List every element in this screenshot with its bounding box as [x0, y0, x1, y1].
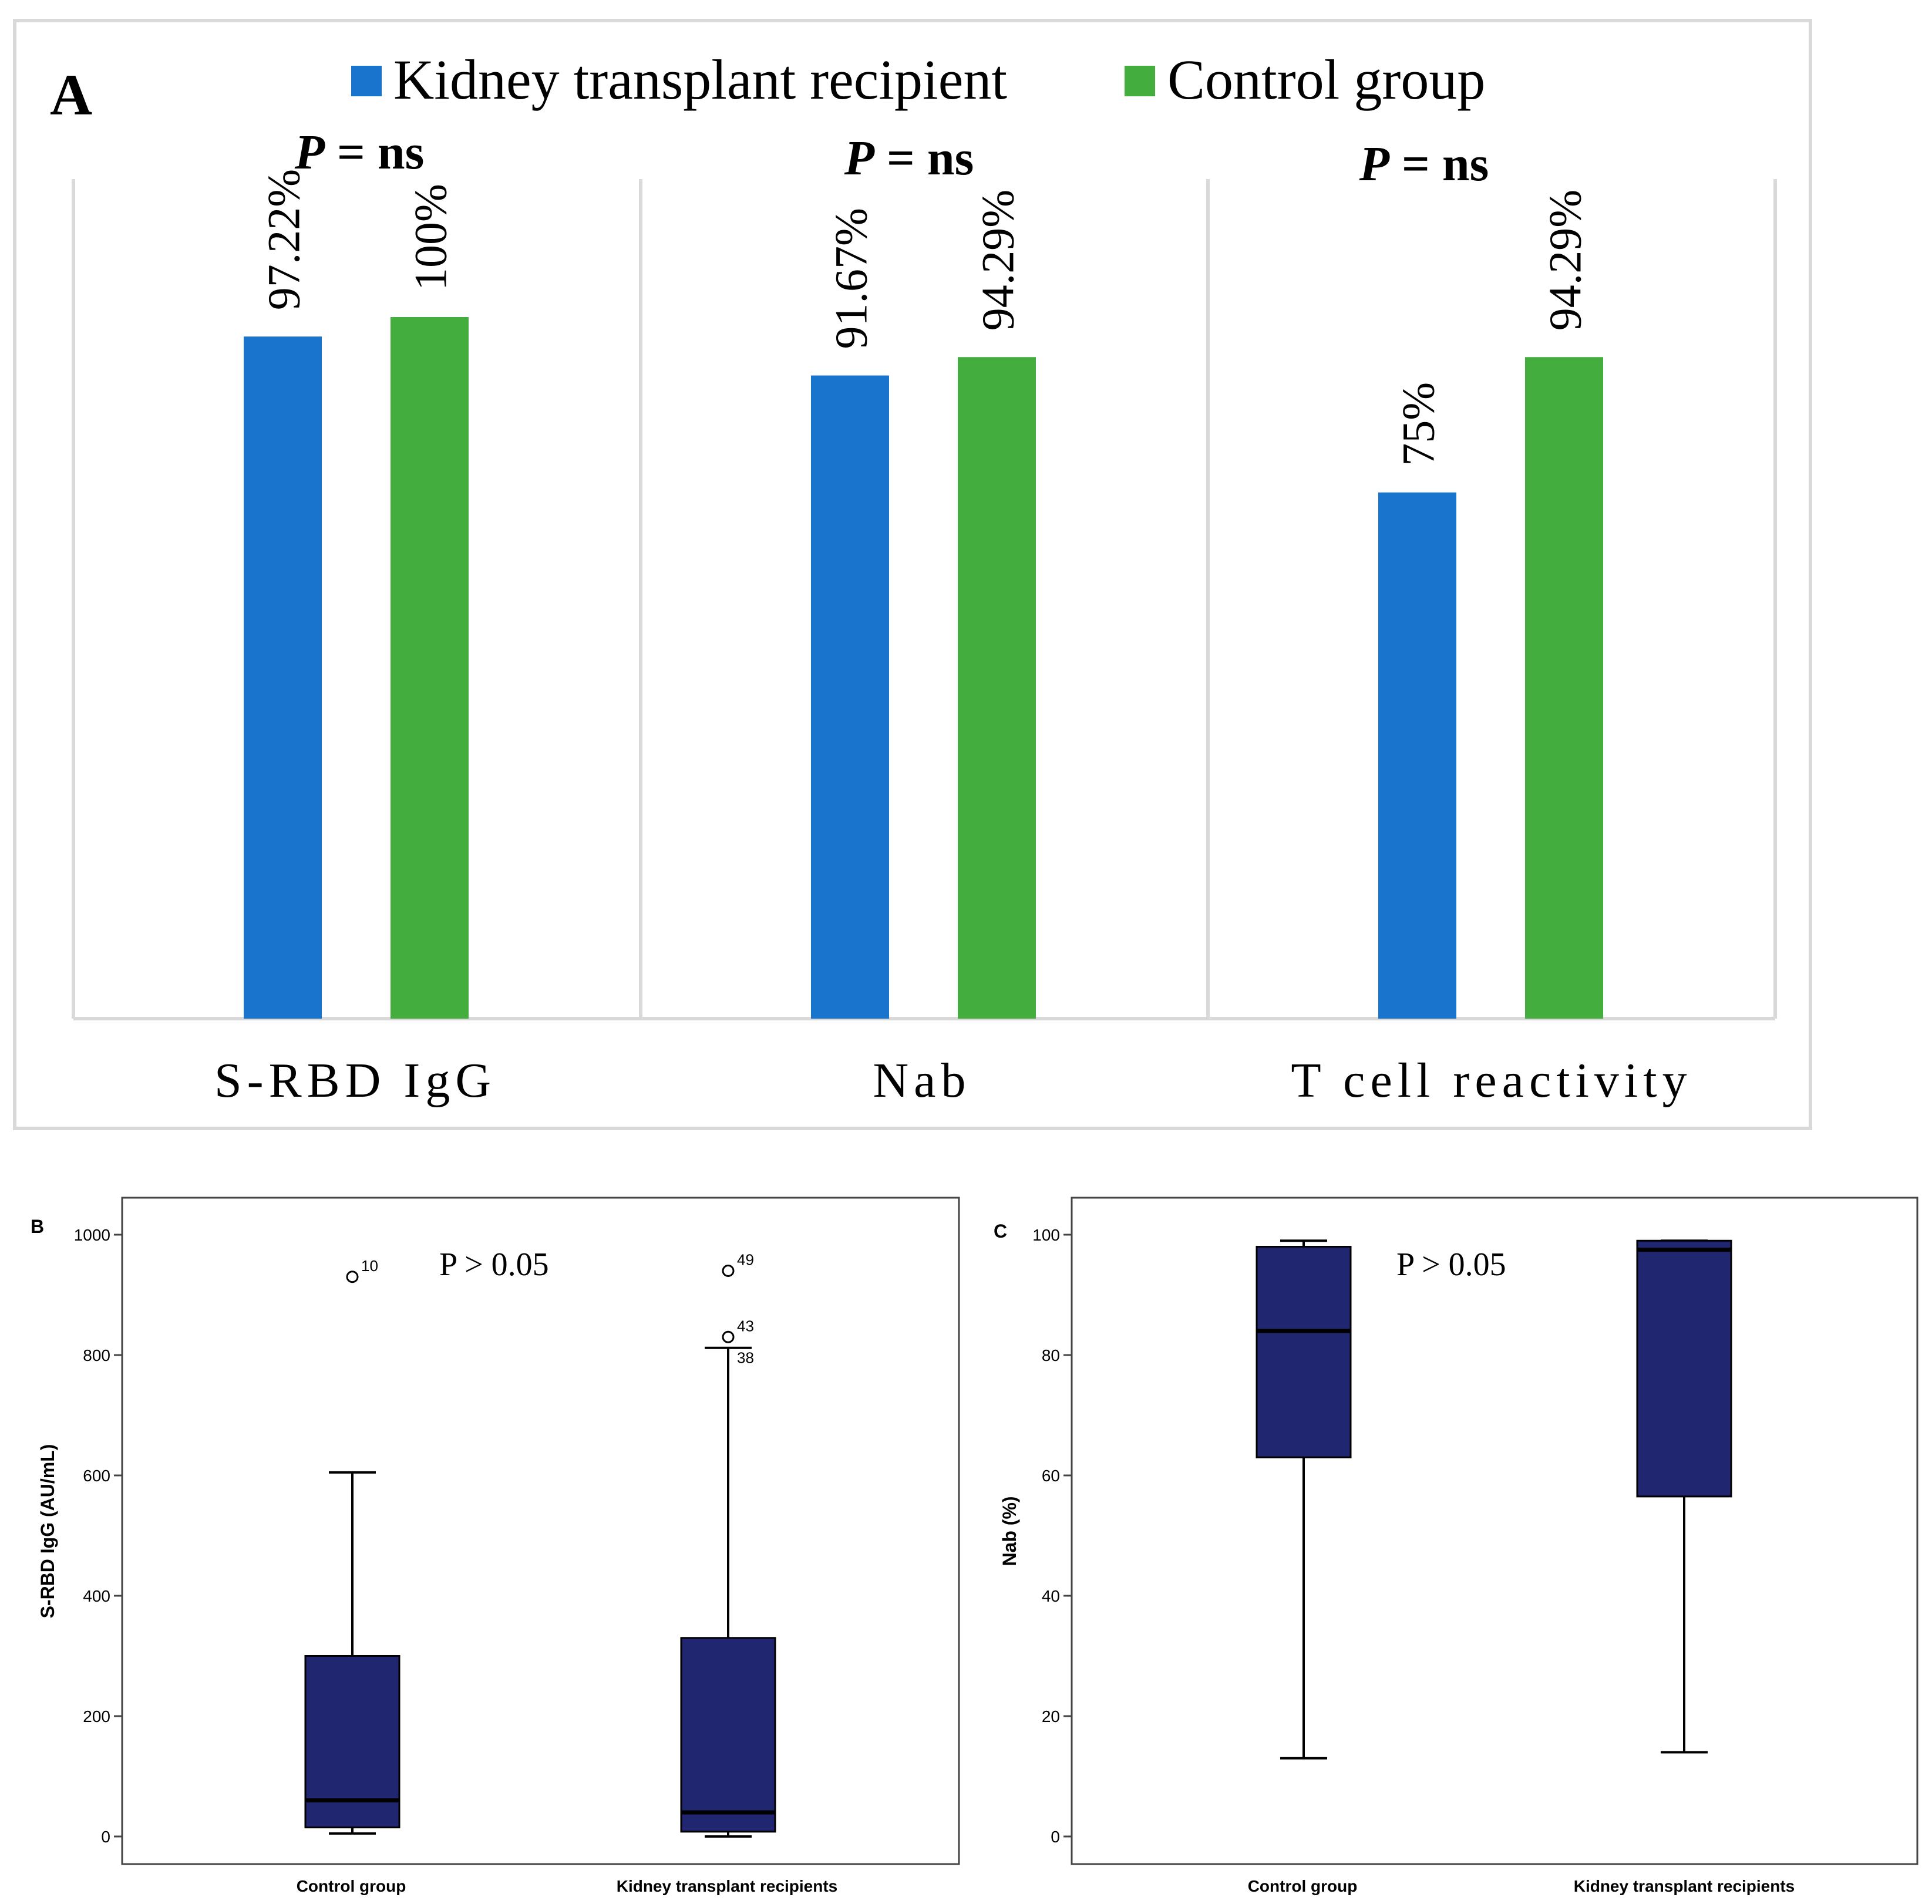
bar-kidney-2: [1378, 492, 1456, 1019]
p-value-labels: P = ns P = ns P = ns: [294, 125, 1489, 191]
panel-b-ytick-label-3: 600: [83, 1467, 110, 1485]
panel-c-ytick-label-0: 0: [1051, 1828, 1060, 1846]
panel-b-box-plot: B S-RBD IgG (AU/mL) 0 200 400 600 800 1000 10…: [31, 1197, 960, 1895]
panel-c-ytick-label-4: 80: [1042, 1346, 1060, 1364]
category-label-tcell: T cell reactivity: [1291, 1053, 1692, 1108]
panel-c-xlabel-control: Control group: [1248, 1877, 1358, 1895]
panel-b-ytick-label-1: 200: [83, 1707, 110, 1726]
panel-a-label: A: [50, 62, 92, 127]
panel-b-ytick-label-2: 400: [83, 1587, 110, 1605]
panel-a-bar-chart: A Kidney transplant recipient Control gr…: [13, 19, 1812, 1130]
data-label-kidney-2: 75%: [1393, 382, 1444, 466]
data-label-control-1: 94.29%: [972, 190, 1024, 331]
panel-b-group-1-outlier-1: [722, 1330, 735, 1343]
panel-c-frame: [1071, 1197, 1918, 1865]
panel-c-group-0-box: [1256, 1246, 1352, 1458]
bar-control-1: [958, 357, 1036, 1019]
panel-b-group-1-box: [680, 1637, 776, 1833]
legend-label-control: Control group: [1167, 48, 1485, 111]
p-value-nab: P = ns: [844, 131, 974, 186]
bar-series: 97.22% 100% 91.67% 94.29% 75% 94.29%: [244, 169, 1603, 1019]
panel-b-ylabel: S-RBD IgG (AU/mL): [37, 1444, 58, 1619]
category-label-srbd: S-RBD IgG: [214, 1053, 496, 1108]
panel-c-ytick-label-1: 20: [1042, 1707, 1060, 1726]
panel-b-ytick-label-0: 0: [101, 1828, 110, 1846]
panel-b-p-value: P > 0.05: [439, 1246, 549, 1283]
category-label-nab: Nab: [873, 1053, 971, 1108]
panel-b-xlabel-control: Control group: [297, 1877, 406, 1895]
panel-c-boxes: [1256, 1239, 1732, 1760]
panel-b-boxes: 10 49 43 38: [304, 1251, 776, 1838]
panel-b-group-1-outlier-label-2: 38: [737, 1349, 754, 1367]
panel-c-ytick-label-3: 60: [1042, 1467, 1060, 1485]
legend-swatch-control: [1125, 66, 1155, 96]
panel-b-xlabel-kidney: Kidney transplant recipients: [617, 1877, 838, 1895]
panel-b-ytick-label-5: 1000: [74, 1226, 110, 1244]
panel-c-ytick-label-5: 100: [1032, 1226, 1060, 1244]
panel-b-group-1-outlier-label-1: 43: [737, 1317, 754, 1335]
panel-c-xlabel-kidney: Kidney transplant recipients: [1574, 1877, 1795, 1895]
panel-c-box-plot: C Nab (%) 0 20 40 60 80 100 P > 0.05 Control …: [994, 1197, 1918, 1895]
legend: Kidney transplant recipient Control grou…: [351, 48, 1485, 111]
data-label-control-0: 100%: [405, 184, 456, 291]
legend-swatch-kidney: [351, 66, 382, 96]
panel-b-group-0-outlier-0: [346, 1271, 359, 1283]
plot-area-a: [72, 179, 1777, 1020]
category-labels: S-RBD IgG Nab T cell reactivity: [214, 1053, 1692, 1108]
bar-control-0: [391, 317, 469, 1019]
panel-c-group-1-box: [1636, 1239, 1732, 1498]
panel-b-group-1-outlier-0: [722, 1265, 735, 1277]
bar-kidney-0: [244, 336, 322, 1019]
data-label-kidney-0: 97.22%: [258, 169, 309, 310]
p-value-tcell: P = ns: [1359, 137, 1489, 191]
panel-b-ytick-label-4: 800: [83, 1346, 110, 1364]
legend-label-kidney: Kidney transplant recipient: [393, 48, 1007, 111]
panel-c-ytick-label-2: 40: [1042, 1587, 1060, 1605]
panel-b-label: B: [31, 1216, 44, 1237]
panel-b-frame: [121, 1197, 960, 1865]
bar-kidney-1: [811, 375, 889, 1019]
panel-c-ylabel: Nab (%): [999, 1496, 1020, 1566]
data-label-kidney-1: 91.67%: [826, 208, 877, 349]
panel-c-y-axis: 0 20 40 60 80 100: [1032, 1226, 1072, 1846]
panel-b-group-0-outlier-label-0: 10: [361, 1257, 378, 1275]
panel-c-p-value: P > 0.05: [1396, 1246, 1506, 1283]
p-value-srbd: P = ns: [294, 125, 425, 180]
bar-control-2: [1525, 357, 1603, 1019]
panel-c-label: C: [994, 1221, 1007, 1242]
panel-b-y-axis: 0 200 400 600 800 1000: [74, 1226, 122, 1846]
data-label-control-2: 94.29%: [1540, 190, 1591, 331]
panel-b-group-1-outlier-label-0: 49: [737, 1251, 754, 1269]
